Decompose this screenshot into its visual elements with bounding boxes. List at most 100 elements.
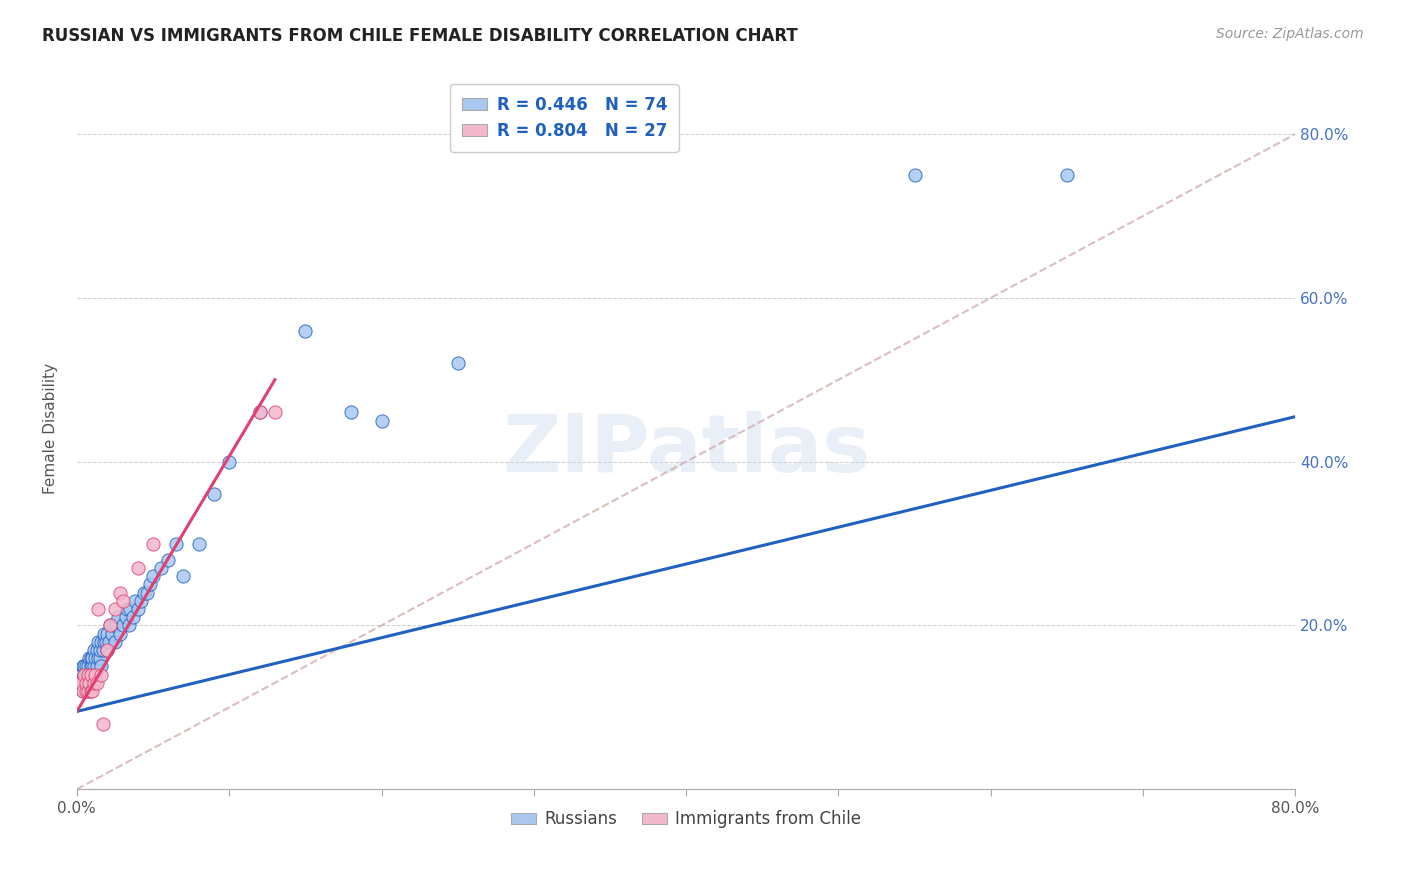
Point	[127, 602, 149, 616]
Point	[77, 675, 100, 690]
Point	[264, 405, 287, 419]
Point	[87, 651, 110, 665]
Point	[86, 643, 108, 657]
Point	[139, 577, 162, 591]
Point	[75, 684, 97, 698]
Point	[90, 635, 112, 649]
Point	[103, 618, 125, 632]
Point	[87, 635, 110, 649]
Point	[142, 569, 165, 583]
Point	[82, 667, 104, 681]
Point	[129, 594, 152, 608]
Point	[86, 675, 108, 690]
Point	[82, 659, 104, 673]
Point	[202, 487, 225, 501]
Point	[94, 635, 117, 649]
Point	[72, 684, 94, 698]
Text: Source: ZipAtlas.com: Source: ZipAtlas.com	[1216, 27, 1364, 41]
Point	[91, 643, 114, 657]
Point	[249, 405, 271, 419]
Point	[75, 667, 97, 681]
Point	[111, 594, 134, 608]
Point	[115, 602, 138, 616]
Y-axis label: Female Disability: Female Disability	[44, 363, 58, 494]
Point	[72, 684, 94, 698]
Point	[142, 536, 165, 550]
Text: RUSSIAN VS IMMIGRANTS FROM CHILE FEMALE DISABILITY CORRELATION CHART: RUSSIAN VS IMMIGRANTS FROM CHILE FEMALE …	[42, 27, 799, 45]
Point	[101, 626, 124, 640]
Point	[77, 651, 100, 665]
Point	[73, 659, 96, 673]
Point	[84, 651, 107, 665]
Point	[70, 667, 93, 681]
Point	[83, 643, 105, 657]
Point	[122, 610, 145, 624]
Point	[187, 536, 209, 550]
Point	[108, 626, 131, 640]
Point	[370, 414, 392, 428]
Point	[96, 643, 118, 657]
Point	[76, 667, 98, 681]
Point	[91, 716, 114, 731]
Point	[93, 635, 115, 649]
Point	[77, 675, 100, 690]
Point	[89, 643, 111, 657]
Point	[165, 536, 187, 550]
Point	[89, 651, 111, 665]
Point	[70, 675, 93, 690]
Point	[84, 667, 107, 681]
Point	[108, 585, 131, 599]
Point	[83, 675, 105, 690]
Point	[84, 667, 107, 681]
Point	[127, 561, 149, 575]
Point	[218, 455, 240, 469]
Text: ZIPatlas: ZIPatlas	[502, 411, 870, 490]
Point	[79, 659, 101, 673]
Point	[79, 684, 101, 698]
Point	[79, 667, 101, 681]
Point	[76, 667, 98, 681]
Point	[96, 643, 118, 657]
Point	[79, 667, 101, 681]
Point	[73, 675, 96, 690]
Point	[93, 626, 115, 640]
Point	[69, 675, 91, 690]
Point	[82, 651, 104, 665]
Point	[136, 585, 159, 599]
Point	[124, 594, 146, 608]
Point	[904, 168, 927, 182]
Point	[340, 405, 363, 419]
Point	[76, 659, 98, 673]
Point	[76, 684, 98, 698]
Point	[86, 659, 108, 673]
Point	[76, 684, 98, 698]
Point	[83, 659, 105, 673]
Point	[69, 675, 91, 690]
Point	[79, 651, 101, 665]
Point	[82, 684, 104, 698]
Point	[97, 635, 120, 649]
Point	[157, 553, 180, 567]
Point	[90, 659, 112, 673]
Point	[100, 618, 122, 632]
Point	[100, 618, 122, 632]
Point	[249, 405, 271, 419]
Point	[87, 602, 110, 616]
Point	[104, 635, 127, 649]
Point	[114, 610, 136, 624]
Point	[96, 626, 118, 640]
Point	[73, 667, 96, 681]
Point	[72, 659, 94, 673]
Point	[90, 667, 112, 681]
Point	[111, 618, 134, 632]
Point	[120, 602, 142, 616]
Point	[104, 602, 127, 616]
Point	[149, 561, 172, 575]
Point	[173, 569, 195, 583]
Point	[1056, 168, 1078, 182]
Point	[132, 585, 155, 599]
Point	[105, 618, 128, 632]
Point	[73, 667, 96, 681]
Point	[447, 356, 470, 370]
Point	[75, 675, 97, 690]
